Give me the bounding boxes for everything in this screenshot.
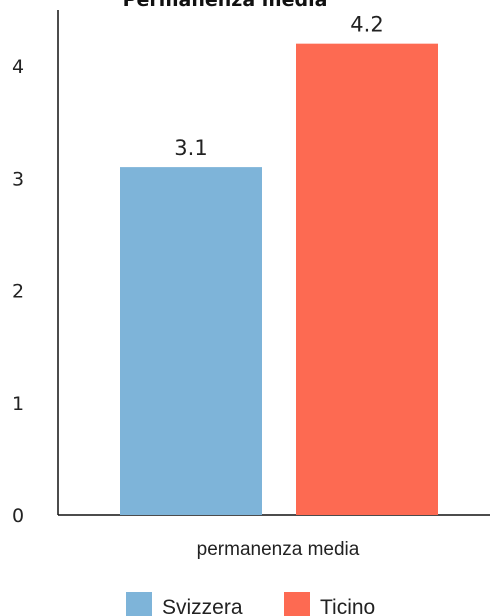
y-tick-label: 4 [12,56,24,78]
legend: Svizzera Ticino [126,592,375,616]
data-label-svizzera: 3.1 [174,136,207,160]
bars-group [120,43,438,516]
bar-ticino [296,43,438,516]
data-label-ticino: 4.2 [350,13,383,37]
chart-title: Permanenza media [123,0,328,11]
legend-label-ticino: Ticino [320,596,375,616]
x-axis-label: permanenza media [197,539,360,560]
y-tick-label: 0 [12,505,24,527]
bar-svizzera [120,167,262,515]
data-labels-group: 3.1 4.2 [174,13,383,160]
legend-swatch-ticino [284,592,310,616]
y-tick-label: 2 [12,281,24,303]
y-tick-label: 1 [12,393,24,415]
legend-label-svizzera: Svizzera [162,596,243,616]
y-axis-ticks: 0 1 2 3 4 [12,56,24,527]
legend-swatch-svizzera [126,592,152,616]
y-tick-label: 3 [12,168,24,190]
